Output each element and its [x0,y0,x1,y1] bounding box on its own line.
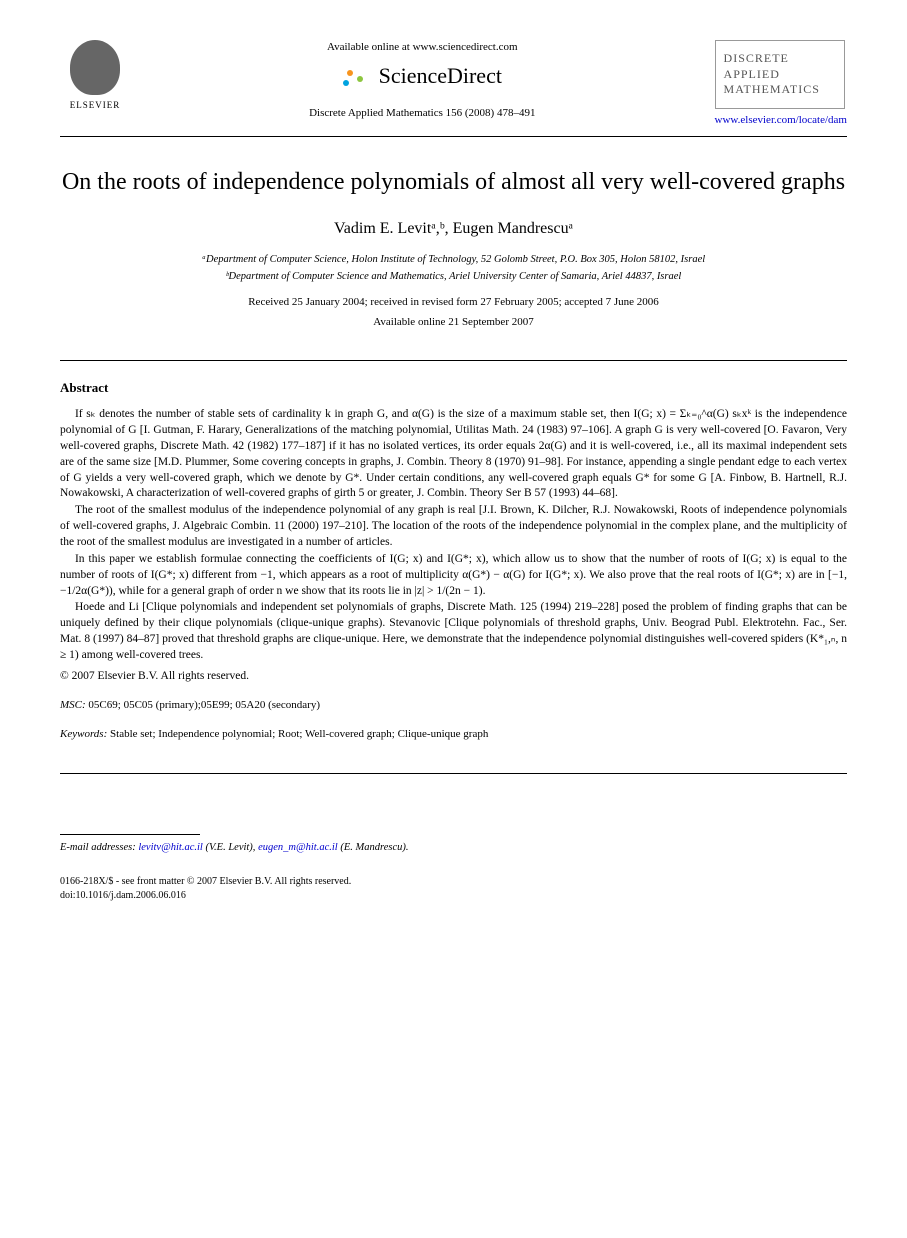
sciencedirect-logo: ScienceDirect [130,61,715,92]
copyright-line: © 2007 Elsevier B.V. All rights reserved… [60,668,847,684]
abstract-top-rule [60,360,847,361]
sciencedirect-text: ScienceDirect [379,63,502,88]
journal-name-line2: APPLIED [724,67,836,83]
email-link-1[interactable]: levitv@hit.ac.il [138,842,202,853]
journal-name-line3: MATHEMATICS [724,82,836,98]
footer-bottom: 0166-218X/$ - see front matter © 2007 El… [60,875,847,903]
keywords-line: Keywords: Stable set; Independence polyn… [60,727,847,742]
email-link-2[interactable]: eugen_m@hit.ac.il [258,842,338,853]
available-online-date: Available online 21 September 2007 [60,315,847,330]
footnote-rule [60,834,200,835]
msc-line: MSC: 05C69; 05C05 (primary);05E99; 05A20… [60,698,847,713]
abstract-para-4: Hoede and Li [Clique polynomials and ind… [60,600,847,663]
email-line: E-mail addresses: levitv@hit.ac.il (V.E.… [60,841,847,856]
abstract-para-3: In this paper we establish formulae conn… [60,552,847,600]
journal-block: DISCRETE APPLIED MATHEMATICS www.elsevie… [715,40,847,128]
journal-name-line1: DISCRETE [724,51,836,67]
doi-line: doi:10.1016/j.dam.2006.06.016 [60,889,847,903]
keywords-text: Stable set; Independence polynomial; Roo… [107,728,488,740]
abstract-para-2: The root of the smallest modulus of the … [60,503,847,551]
keywords-label: Keywords: [60,728,107,740]
affiliation-a: ᵃDepartment of Computer Science, Holon I… [60,253,847,268]
authors: Vadim E. Levitᵃ,ᵇ, Eugen Mandrescuᵃ [60,218,847,240]
publisher-logo: ELSEVIER [60,40,130,112]
article-title: On the roots of independence polynomials… [60,167,847,198]
abstract-heading: Abstract [60,379,847,397]
email-who-1: (V.E. Levit), [203,842,258,853]
center-header: Available online at www.sciencedirect.co… [130,40,715,126]
header-row: ELSEVIER Available online at www.science… [60,40,847,128]
abstract-para-1: If sₖ denotes the number of stable sets … [60,407,847,502]
received-dates: Received 25 January 2004; received in re… [60,295,847,310]
email-label: E-mail addresses: [60,842,136,853]
elsevier-tree-icon [70,40,120,95]
publisher-name: ELSEVIER [60,99,130,112]
header-rule [60,136,847,137]
issn-line: 0166-218X/$ - see front matter © 2007 El… [60,875,847,889]
abstract-bottom-rule [60,773,847,774]
citation-line: Discrete Applied Mathematics 156 (2008) … [130,106,715,121]
journal-url-link[interactable]: www.elsevier.com/locate/dam [715,114,847,126]
journal-url[interactable]: www.elsevier.com/locate/dam [715,113,847,128]
email-who-2: (E. Mandrescu). [338,842,409,853]
journal-title-box: DISCRETE APPLIED MATHEMATICS [715,40,845,109]
msc-codes: 05C69; 05C05 (primary);05E99; 05A20 (sec… [86,699,320,711]
affiliation-b: ᵇDepartment of Computer Science and Math… [60,270,847,285]
msc-label: MSC: [60,699,86,711]
available-online-text: Available online at www.sciencedirect.co… [130,40,715,55]
sciencedirect-dots-icon [343,68,373,88]
